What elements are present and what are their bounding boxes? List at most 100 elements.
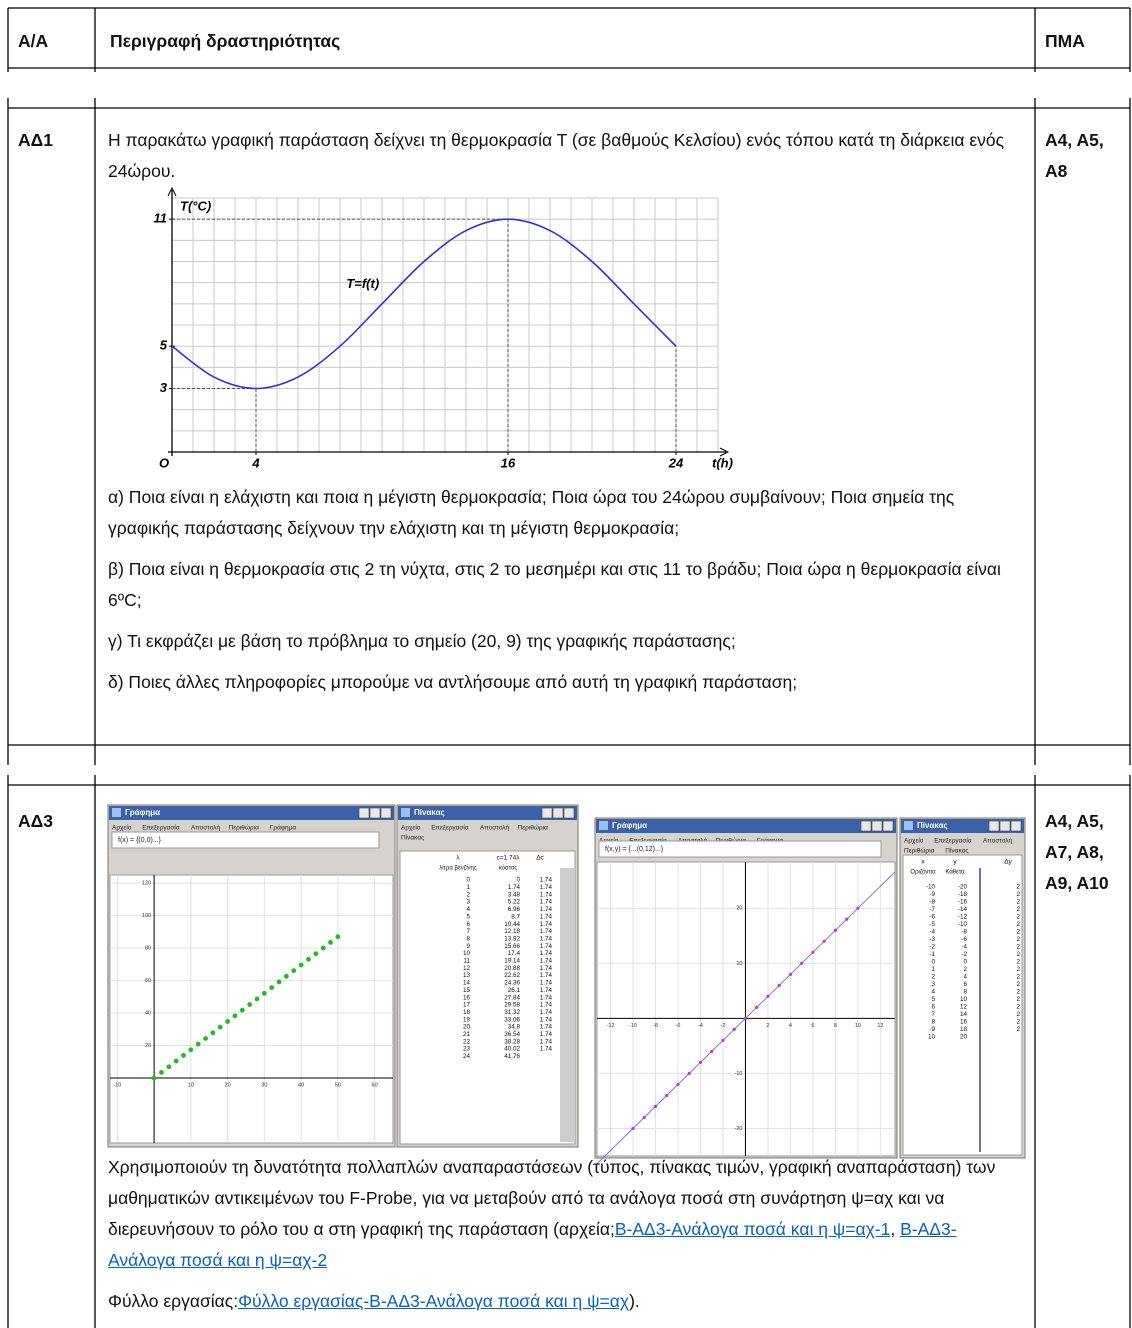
data-point: [733, 1028, 736, 1031]
table-cell: 16: [960, 1019, 968, 1026]
table-cell: 5.22: [508, 899, 521, 906]
table-cell: 1.74: [540, 943, 553, 950]
column-subheader: λίτρα βενζίνης: [439, 866, 477, 872]
question: α) Ποια είναι η ελάχιστη και ποια η μέγι…: [108, 482, 1013, 544]
column-header: Δc: [536, 855, 544, 862]
table-cell: 2: [1016, 959, 1020, 966]
menu-item: Περιθώρια: [518, 824, 549, 832]
table-cell: 31.32: [504, 1009, 520, 1016]
annotation: T=f(t): [346, 276, 379, 291]
table-cell: 24: [463, 1053, 471, 1060]
data-point: [269, 985, 274, 990]
menu-item: Αποστολή: [191, 825, 221, 832]
data-point: [856, 907, 859, 910]
table-cell: 5: [466, 913, 470, 920]
link[interactable]: Β-ΑΔ3-Ανάλογα ποσά και η ψ=αχ-1: [615, 1219, 891, 1239]
data-point: [688, 1072, 691, 1075]
table-cell: -2: [929, 944, 935, 951]
table-cell: 2: [1016, 944, 1020, 951]
y-tick-label: 5: [160, 338, 168, 353]
menu-item: Αρχείο: [112, 824, 132, 832]
table-cell: 3.48: [508, 891, 521, 898]
table-cell: 1.74: [540, 928, 553, 935]
data-point: [159, 1070, 164, 1075]
y-tick-label: 20: [145, 1043, 151, 1049]
x-tick-label: -10: [629, 1023, 637, 1029]
window-title: Γράφημα: [612, 821, 647, 830]
window-button: [861, 821, 871, 831]
table-cell: 1.74: [540, 1002, 553, 1009]
page: body { margin: 0; background: #fff; font…: [0, 0, 1132, 1328]
table-cell: 2: [1016, 951, 1020, 958]
question: δ) Ποιες άλλες πληροφορίες μπορούμε να α…: [108, 667, 1013, 698]
table-cell: 2: [1016, 966, 1020, 973]
data-point: [643, 1116, 646, 1119]
table-cell: 18: [960, 1026, 968, 1033]
table-cell: 0: [931, 959, 935, 966]
data-point: [262, 991, 267, 996]
table-cell: 1.74: [540, 958, 553, 965]
window-button: [872, 821, 882, 831]
data-point: [166, 1064, 171, 1069]
link[interactable]: Φύλλο εργασίας-Β-ΑΔ3-Ανάλογα ποσά και η …: [238, 1291, 629, 1311]
table-cell: 10: [463, 950, 471, 957]
table-cell: 17.4: [508, 950, 521, 957]
x-tick-label: 4: [251, 455, 260, 470]
table-cell: 1.74: [540, 950, 553, 957]
table-cell: 6: [963, 981, 967, 988]
x-tick-label: -8: [653, 1023, 658, 1029]
description: Χρησιμοποιούν τη δυνατότητα πολλαπλών αν…: [108, 1152, 1023, 1327]
data-point: [313, 951, 318, 956]
table-cell: 40.02: [504, 1046, 520, 1053]
window-title: Πίνακας: [414, 808, 445, 817]
data-point: [152, 1076, 157, 1081]
table-cell: 8: [931, 1019, 935, 1026]
table-cell: -4: [961, 944, 967, 951]
table-cell: 8: [466, 935, 470, 942]
table-cell: 12: [463, 965, 471, 972]
table-cell: 2: [963, 966, 967, 973]
y-tick-label: 10: [736, 961, 742, 967]
table-cell: 17: [463, 1002, 471, 1009]
table-cell: 20: [960, 1034, 968, 1041]
table-cell: -2: [961, 951, 967, 958]
table-cell: 1: [931, 966, 935, 973]
data-point: [328, 940, 333, 945]
scrollbar: [560, 868, 574, 1142]
window-title: Γράφημα: [125, 808, 160, 817]
menu-item: Επεξεργασία: [934, 837, 972, 845]
table-cell: 10.44: [504, 921, 520, 928]
data-point: [181, 1053, 186, 1058]
x-tick-label: 6: [811, 1023, 814, 1029]
origin-label: O: [159, 455, 169, 470]
data-point: [247, 1002, 252, 1007]
table-cell: -4: [929, 929, 935, 936]
window-button: [989, 821, 999, 831]
x-axis-label: t(h): [712, 455, 733, 470]
table-cell: 24.36: [504, 980, 520, 987]
table-cell: 1.74: [540, 987, 553, 994]
table-cell: 19: [463, 1016, 471, 1023]
window-title: Πίνακας: [917, 821, 948, 830]
table-cell: 2: [1016, 989, 1020, 996]
y-tick-label: 100: [142, 913, 151, 919]
table-cell: 36.54: [504, 1031, 520, 1038]
x-tick-label: 24: [668, 455, 684, 470]
paragraph: Χρησιμοποιούν τη δυνατότητα πολλαπλών αν…: [108, 1152, 1023, 1276]
table-cell: 23: [463, 1046, 471, 1053]
y-tick-label: 40: [145, 1011, 151, 1017]
app-window: ΠίνακαςΑρχείοΕπεξεργασίαΑποστολήΠεριθώρι…: [397, 805, 578, 1147]
table-cell: 2: [466, 891, 470, 898]
data-point: [321, 946, 326, 951]
table-cell: 1.74: [540, 935, 553, 942]
text: ).: [629, 1291, 640, 1311]
y-tick-label: -20: [734, 1126, 742, 1132]
table-cell: 2: [1016, 1026, 1020, 1033]
table-cell: -8: [929, 899, 935, 906]
column-subheader: κόστος: [499, 865, 518, 872]
table-cell: 2: [1016, 1004, 1020, 1011]
table-cell: 1.74: [540, 1016, 553, 1023]
table-cell: 2: [1016, 914, 1020, 921]
table-cell: 18: [463, 1009, 471, 1016]
table-cell: 1.74: [540, 1009, 553, 1016]
